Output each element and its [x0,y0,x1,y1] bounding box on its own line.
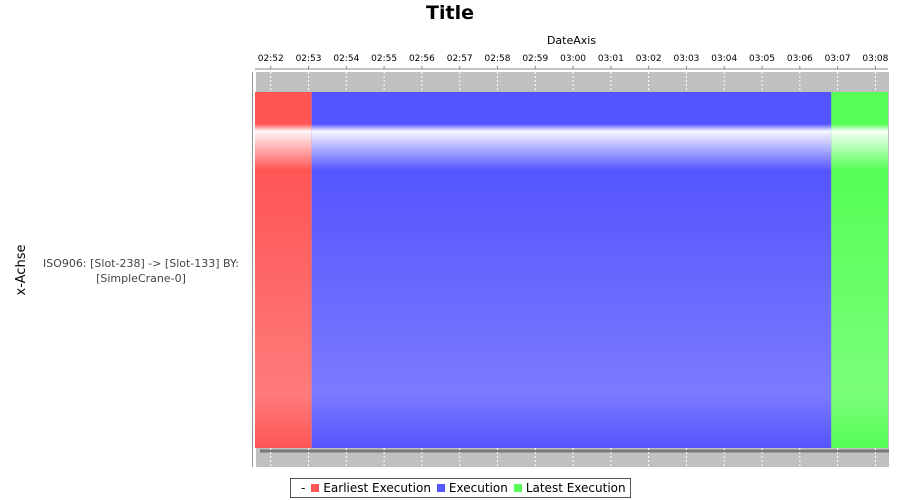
x-tick-label: 03:02 [636,54,662,64]
x-tick-label: 03:06 [787,54,813,64]
x-tick-label: 03:00 [560,54,586,64]
x-axis: 02:52 02:53 02:54 02:55 02:56 02:57 02:58 02:59… [255,54,889,70]
x-tick-label: 03:03 [673,54,699,64]
x-tick-label: 02:56 [409,54,435,64]
legend-label: Latest Execution [525,481,626,495]
x-axis-title: DateAxis [547,34,596,47]
legend-label: Execution [448,481,508,495]
x-tick-label: 02:57 [447,54,473,64]
x-tick-label: 03:04 [711,54,737,64]
legend-prefix: - [301,481,306,495]
bar-highlight [255,92,312,448]
x-tick-label: 02:55 [371,54,397,64]
category-label-line: ISO906: [Slot-238] -> [Slot-133] BY: [43,257,239,270]
legend-item-earliest-execution: Earliest Execution [311,481,431,495]
legend-label: Earliest Execution [323,481,431,495]
x-tick-label: 03:05 [749,54,775,64]
x-tick-label: 02:58 [485,54,511,64]
y-axis-title: x-Achse [14,245,29,296]
category-label-line: [SimpleCrane-0] [96,272,186,285]
legend-item-latest-execution: Latest Execution [513,481,626,495]
x-tick-label: 03:08 [862,54,888,64]
legend-swatch [513,484,522,492]
x-tick-label: 03:01 [598,54,624,64]
task-bars [255,92,888,448]
bar-highlight [831,92,888,448]
x-tick-label: 02:52 [258,54,284,64]
x-tick-label: 02:54 [333,54,359,64]
x-tick-label: 03:07 [825,54,851,64]
x-tick-label: 02:53 [296,54,322,64]
legend-swatch [436,484,445,492]
category-label: ISO906: [Slot-238] -> [Slot-133] BY: [Sim… [43,257,239,285]
legend: - Earliest Execution Execution Latest Exec… [290,478,631,498]
legend-swatch [311,484,320,492]
x-tick-label: 02:59 [522,54,548,64]
chart-title: Title [426,2,474,24]
legend-item-execution: Execution [436,481,508,495]
bar-highlight [311,92,832,448]
